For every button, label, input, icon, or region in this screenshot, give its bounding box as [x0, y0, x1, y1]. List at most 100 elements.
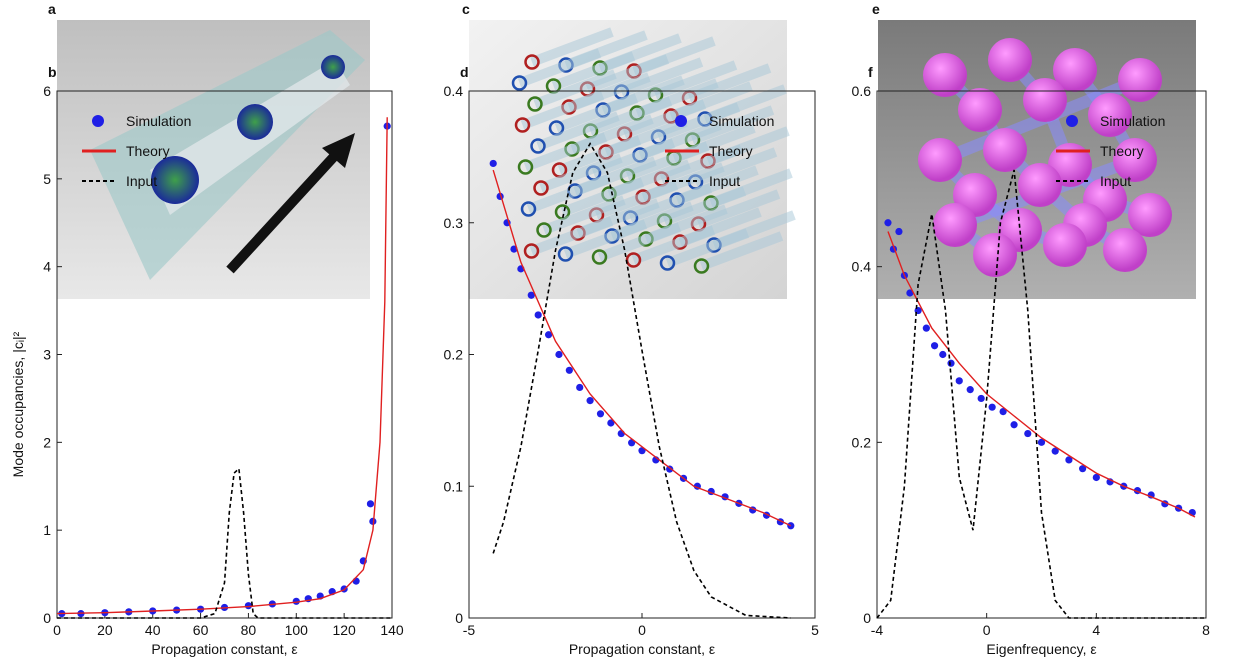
data-point	[988, 403, 996, 411]
data-point	[292, 597, 300, 605]
data-point	[1079, 465, 1087, 473]
data-point	[544, 331, 553, 339]
data-point	[966, 386, 974, 394]
data-point	[884, 219, 892, 227]
y-tick-label: 0.4	[852, 259, 872, 275]
x-tick-label: 40	[145, 622, 161, 638]
legend-label: Simulation	[709, 113, 774, 129]
atom	[1103, 228, 1147, 272]
fiber-end	[536, 222, 552, 238]
x-tick-label: 80	[241, 622, 257, 638]
x-axis-label: Eigenfrequency, ε	[986, 641, 1096, 657]
legend-label: Theory	[709, 143, 753, 159]
data-point	[906, 289, 914, 297]
y-tick-label: 2	[43, 434, 51, 450]
fiber-end	[533, 180, 549, 196]
panel-label: f	[868, 64, 873, 80]
x-axis-label: Propagation constant, ε	[151, 641, 297, 657]
atom	[1053, 48, 1097, 92]
fiber	[523, 132, 608, 172]
x-tick-label: -4	[871, 622, 884, 638]
data-point	[366, 500, 375, 508]
data-point	[1010, 421, 1018, 429]
fiber	[597, 222, 682, 262]
atom	[1118, 58, 1162, 102]
fiber	[520, 90, 605, 130]
legend-label: Input	[709, 173, 740, 189]
fiber-end	[524, 54, 540, 70]
atom	[933, 203, 977, 247]
data-point	[1065, 456, 1073, 464]
atom	[1113, 138, 1157, 182]
data-point	[576, 383, 584, 392]
y-tick-label: 0	[43, 610, 51, 626]
fiber	[542, 195, 626, 235]
data-point	[489, 159, 497, 168]
x-tick-label: 60	[193, 622, 209, 638]
legend-marker	[92, 115, 104, 127]
fiber-end	[517, 159, 534, 175]
series-line	[56, 117, 388, 615]
y-tick-label: 0.2	[852, 434, 872, 450]
fiber-end	[693, 258, 710, 274]
data-point	[534, 311, 542, 319]
atom	[1023, 78, 1067, 122]
fiber	[517, 48, 602, 88]
fiber	[631, 225, 716, 265]
data-point	[369, 517, 377, 525]
data-point	[555, 350, 563, 359]
image-fiber-array	[469, 20, 796, 299]
series-line	[57, 467, 392, 619]
y-tick-label: 0.3	[444, 215, 464, 231]
image-waveguide	[57, 20, 370, 299]
image-lattice	[878, 20, 1196, 299]
y-axis-label: Mode occupancies, |cᵢ|²	[10, 331, 26, 477]
fiber-end	[520, 201, 537, 217]
legend-marker	[675, 115, 687, 127]
fiber	[665, 228, 750, 268]
x-tick-label: -5	[463, 622, 476, 638]
atom	[988, 38, 1032, 82]
data-point	[1051, 447, 1059, 455]
y-tick-label: 0.4	[444, 83, 464, 99]
x-tick-label: 0	[638, 622, 646, 638]
fiber	[699, 231, 784, 271]
data-point	[955, 377, 963, 385]
atom	[973, 233, 1017, 277]
x-tick-label: 0	[53, 622, 61, 638]
fiber-end	[557, 246, 574, 262]
atom	[923, 53, 967, 97]
fiber	[554, 93, 639, 133]
fiber	[530, 27, 614, 67]
data-point	[999, 407, 1007, 416]
x-tick-label: 4	[1092, 622, 1100, 638]
fiber-end	[523, 243, 540, 259]
atom	[1043, 223, 1087, 267]
y-tick-label: 3	[43, 347, 51, 363]
data-point	[930, 342, 939, 350]
atom	[1088, 93, 1132, 137]
data-point	[607, 419, 615, 427]
x-tick-label: 20	[97, 622, 113, 638]
y-tick-label: 0.1	[444, 478, 464, 494]
fiber-end	[527, 96, 543, 112]
legend-label: Theory	[126, 143, 170, 159]
legend-marker	[1066, 115, 1078, 127]
data-point	[922, 324, 930, 332]
data-point	[1092, 473, 1100, 482]
data-point	[244, 602, 253, 610]
x-tick-label: 120	[332, 622, 356, 638]
x-tick-label: 100	[285, 622, 309, 638]
fiber-end	[591, 249, 608, 265]
fiber	[529, 216, 614, 256]
panel-label: d	[460, 64, 469, 80]
data-point	[565, 366, 573, 374]
data-point	[586, 397, 594, 405]
y-tick-label: 0	[455, 610, 463, 626]
data-point	[527, 291, 535, 299]
atom	[1018, 163, 1062, 207]
y-tick-label: 5	[43, 171, 51, 187]
y-tick-label: 0	[863, 610, 871, 626]
data-point	[617, 429, 625, 438]
series-line	[887, 231, 1196, 518]
